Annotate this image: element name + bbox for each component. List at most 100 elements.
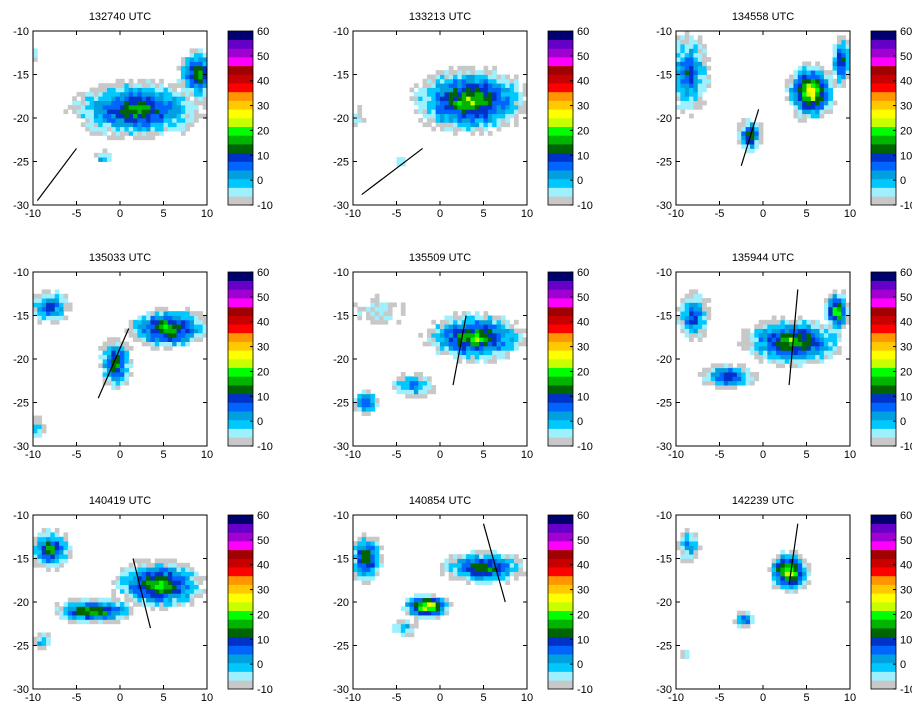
field-cell xyxy=(457,341,463,347)
field-cell xyxy=(483,113,489,119)
field-cell xyxy=(128,319,134,325)
field-cell xyxy=(141,118,147,123)
field-cell xyxy=(784,87,790,93)
field-cell xyxy=(146,96,151,101)
field-cell xyxy=(522,109,528,115)
field-cell xyxy=(470,113,476,119)
field-cell xyxy=(453,87,458,93)
field-cell xyxy=(453,126,458,132)
colorbar-tick-label: 60 xyxy=(257,26,269,38)
y-tick-label: -30 xyxy=(333,200,349,212)
field-cell xyxy=(102,363,108,369)
field-cell xyxy=(836,74,842,80)
field-cell xyxy=(496,78,502,84)
field-cell xyxy=(150,588,156,594)
field-cell xyxy=(505,350,510,356)
field-cell xyxy=(689,311,694,316)
field-cell xyxy=(159,328,164,334)
field-cell xyxy=(697,91,703,97)
field-cell xyxy=(815,96,820,101)
colorbar-swatch xyxy=(871,187,896,197)
field-cell xyxy=(98,597,103,603)
field-cell xyxy=(780,558,786,564)
field-cell xyxy=(684,528,690,533)
field-cell xyxy=(106,380,112,386)
field-cell xyxy=(702,48,707,54)
field-cell xyxy=(448,554,454,559)
field-cell xyxy=(106,100,112,106)
field-cell xyxy=(89,87,95,93)
field-cell xyxy=(461,337,467,342)
field-cell xyxy=(167,324,173,329)
field-cell xyxy=(167,113,173,119)
field-cell xyxy=(159,584,164,590)
field-cell xyxy=(370,306,376,312)
field-cell xyxy=(379,558,384,564)
field-cell xyxy=(198,324,204,329)
field-cell xyxy=(102,619,108,625)
field-cell xyxy=(426,74,432,80)
field-cell xyxy=(431,96,437,101)
field-cell xyxy=(680,558,686,564)
field-cell xyxy=(193,337,199,342)
field-cell xyxy=(370,567,376,572)
field-cell xyxy=(141,324,147,329)
x-tick-label: 10 xyxy=(844,208,856,220)
field-cell xyxy=(509,91,515,97)
field-cell xyxy=(763,324,768,329)
field-cell xyxy=(470,91,476,97)
field-cell xyxy=(46,315,51,321)
field-cell xyxy=(474,571,480,577)
field-cell xyxy=(728,372,733,377)
field-cell xyxy=(374,298,380,303)
field-cell xyxy=(172,580,177,585)
field-cell xyxy=(357,104,363,110)
colorbar-swatch xyxy=(228,31,253,40)
field-cell xyxy=(684,545,690,551)
field-cell xyxy=(841,293,847,299)
field-cell xyxy=(466,104,471,110)
field-cell xyxy=(146,100,151,106)
field-cell xyxy=(431,337,437,342)
field-cell xyxy=(198,332,204,338)
field-cell xyxy=(440,606,445,612)
reflectivity-field xyxy=(33,289,208,438)
field-cell xyxy=(124,588,130,594)
field-cell xyxy=(806,100,812,106)
field-cell xyxy=(483,549,489,555)
field-cell xyxy=(689,52,694,58)
field-cell xyxy=(483,100,489,106)
field-cell xyxy=(102,602,108,607)
field-cell xyxy=(448,328,454,334)
field-cell xyxy=(137,104,143,110)
colorbar-swatch xyxy=(871,332,896,342)
field-cell xyxy=(409,389,415,395)
field-cell xyxy=(500,83,506,88)
field-cell xyxy=(435,96,441,101)
field-cell xyxy=(767,332,773,338)
field-cell xyxy=(444,83,450,88)
field-cell xyxy=(448,345,454,351)
field-cell xyxy=(374,549,380,555)
field-cell xyxy=(470,96,476,101)
field-cell xyxy=(159,122,164,128)
field-cell xyxy=(33,432,38,438)
field-cell xyxy=(710,372,716,377)
field-cell xyxy=(819,87,825,93)
field-cell xyxy=(137,83,143,88)
field-cell xyxy=(357,109,363,115)
field-cell xyxy=(845,65,851,71)
field-cell xyxy=(167,597,173,603)
field-cell xyxy=(836,302,842,308)
x-tick-label: 0 xyxy=(760,692,766,704)
field-cell xyxy=(448,319,454,325)
field-cell xyxy=(689,35,694,41)
field-cell xyxy=(137,109,143,115)
field-cell xyxy=(828,332,833,338)
x-tick-label: 10 xyxy=(521,449,533,461)
y-tick-label: -30 xyxy=(333,441,349,453)
field-cell xyxy=(702,319,707,325)
field-cell xyxy=(392,380,397,386)
field-cell xyxy=(448,113,454,119)
field-cell xyxy=(483,315,489,321)
